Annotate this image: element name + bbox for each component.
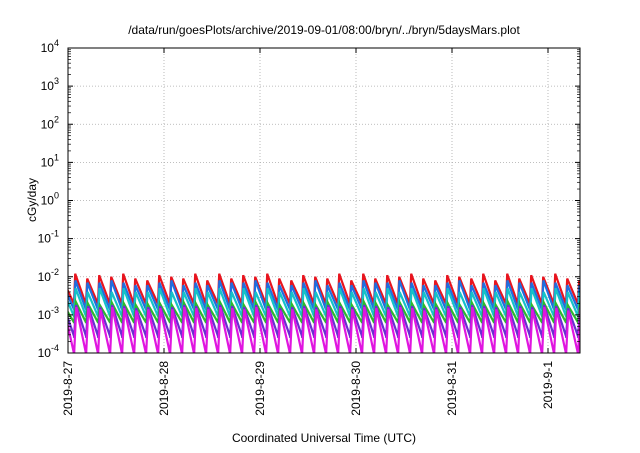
x-tick-label: 2019-8-30 (349, 361, 363, 416)
y-tick-label: 103 (41, 76, 59, 93)
y-tick-label: 102 (41, 114, 59, 131)
series-line (68, 287, 580, 317)
x-tick-label: 2019-8-31 (445, 361, 459, 416)
x-tick-label: 2019-8-27 (61, 361, 75, 416)
y-tick-label: 10-1 (38, 229, 59, 246)
y-axis-label: cGy/day (25, 178, 39, 222)
y-tick-label: 104 (41, 38, 59, 55)
y-tick-label: 10-4 (38, 343, 59, 360)
grid (68, 48, 580, 353)
x-axis: 2019-8-27 2019-8-28 2019-8-29 2019-8-30 2019… (61, 48, 555, 416)
series-layer (68, 273, 580, 353)
chart-title: /data/run/goesPlots/archive/2019-09-01/0… (128, 23, 520, 37)
y-axis: 10-4 10-3 10-2 10-1 100 101 102 103 104 (38, 38, 580, 360)
y-tick-label: 10-3 (38, 305, 59, 322)
y-tick-label: 101 (41, 152, 59, 169)
x-tick-label: 2019-8-29 (253, 361, 267, 416)
y-tick-label: 100 (41, 191, 59, 208)
x-tick-label: 2019-8-28 (157, 361, 171, 416)
x-tick-label: 2019-9-1 (541, 361, 555, 409)
x-axis-label: Coordinated Universal Time (UTC) (232, 431, 416, 445)
series-line (68, 306, 580, 353)
y-tick-label: 10-2 (38, 267, 59, 284)
